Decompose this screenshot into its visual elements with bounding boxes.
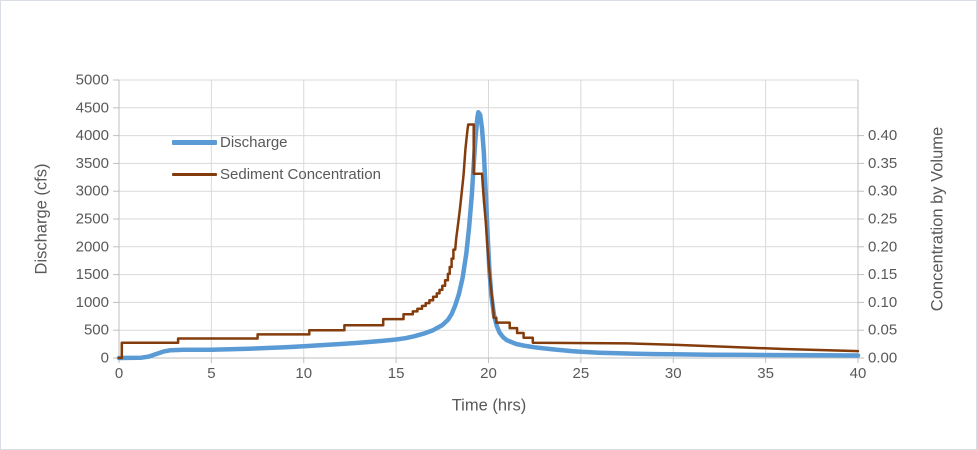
- x-tick-label: 10: [295, 365, 312, 382]
- x-tick-label: 40: [850, 365, 867, 382]
- y-right-tick-label: 0.40: [868, 127, 897, 144]
- y-axis-right-title: Concentration by Volume: [928, 126, 947, 312]
- y-left-tick-label: 0: [101, 350, 109, 367]
- y-right-tick-label: 0.20: [868, 238, 897, 255]
- x-axis-title: Time (hrs): [451, 396, 527, 415]
- legend-label-sediment-concentration: Sediment Concentration: [220, 166, 381, 183]
- y-left-tick-label: 2500: [76, 211, 109, 228]
- x-tick-label: 30: [665, 365, 682, 382]
- x-tick-label: 5: [207, 365, 215, 382]
- y-right-tick-label: 0.00: [868, 350, 897, 367]
- y-right-tick-label: 0.10: [868, 294, 897, 311]
- y-left-tick-label: 1000: [76, 294, 109, 311]
- y-right-tick-label: 0.30: [868, 183, 897, 200]
- discharge-line-swatch: [172, 140, 217, 145]
- y-left-tick-label: 5000: [76, 72, 109, 89]
- x-tick-label: 20: [480, 365, 497, 382]
- sediment-concentration-line-swatch: [172, 173, 217, 176]
- y-axis-left-title: Discharge (cfs): [32, 163, 51, 275]
- series-line-discharge: [116, 109, 861, 361]
- x-tick-label: 0: [115, 365, 123, 382]
- x-tick-label: 35: [757, 365, 774, 382]
- y-left-tick-label: 1500: [76, 266, 109, 283]
- chart-legend: Discharge Sediment Concentration: [172, 131, 381, 186]
- y-left-tick-label: 2000: [76, 238, 109, 255]
- y-left-tick-label: 3500: [76, 155, 109, 172]
- x-tick-label: 15: [388, 365, 405, 382]
- series-line-sediment-concentration: [117, 123, 860, 360]
- y-right-tick-label: 0.05: [868, 322, 897, 339]
- y-left-tick-label: 3000: [76, 183, 109, 200]
- y-left-tick-label: 4000: [76, 127, 109, 144]
- y-left-tick-label: 4500: [76, 99, 109, 116]
- x-tick-label: 25: [573, 365, 590, 382]
- legend-item-discharge: Discharge: [172, 131, 381, 154]
- y-right-tick-label: 0.35: [868, 155, 897, 172]
- legend-item-sediment-concentration: Sediment Concentration: [172, 163, 381, 186]
- y-left-tick-label: 500: [84, 322, 109, 339]
- y-right-tick-label: 0.15: [868, 266, 897, 283]
- y-right-tick-label: 0.25: [868, 211, 897, 228]
- legend-label-discharge: Discharge: [220, 134, 288, 151]
